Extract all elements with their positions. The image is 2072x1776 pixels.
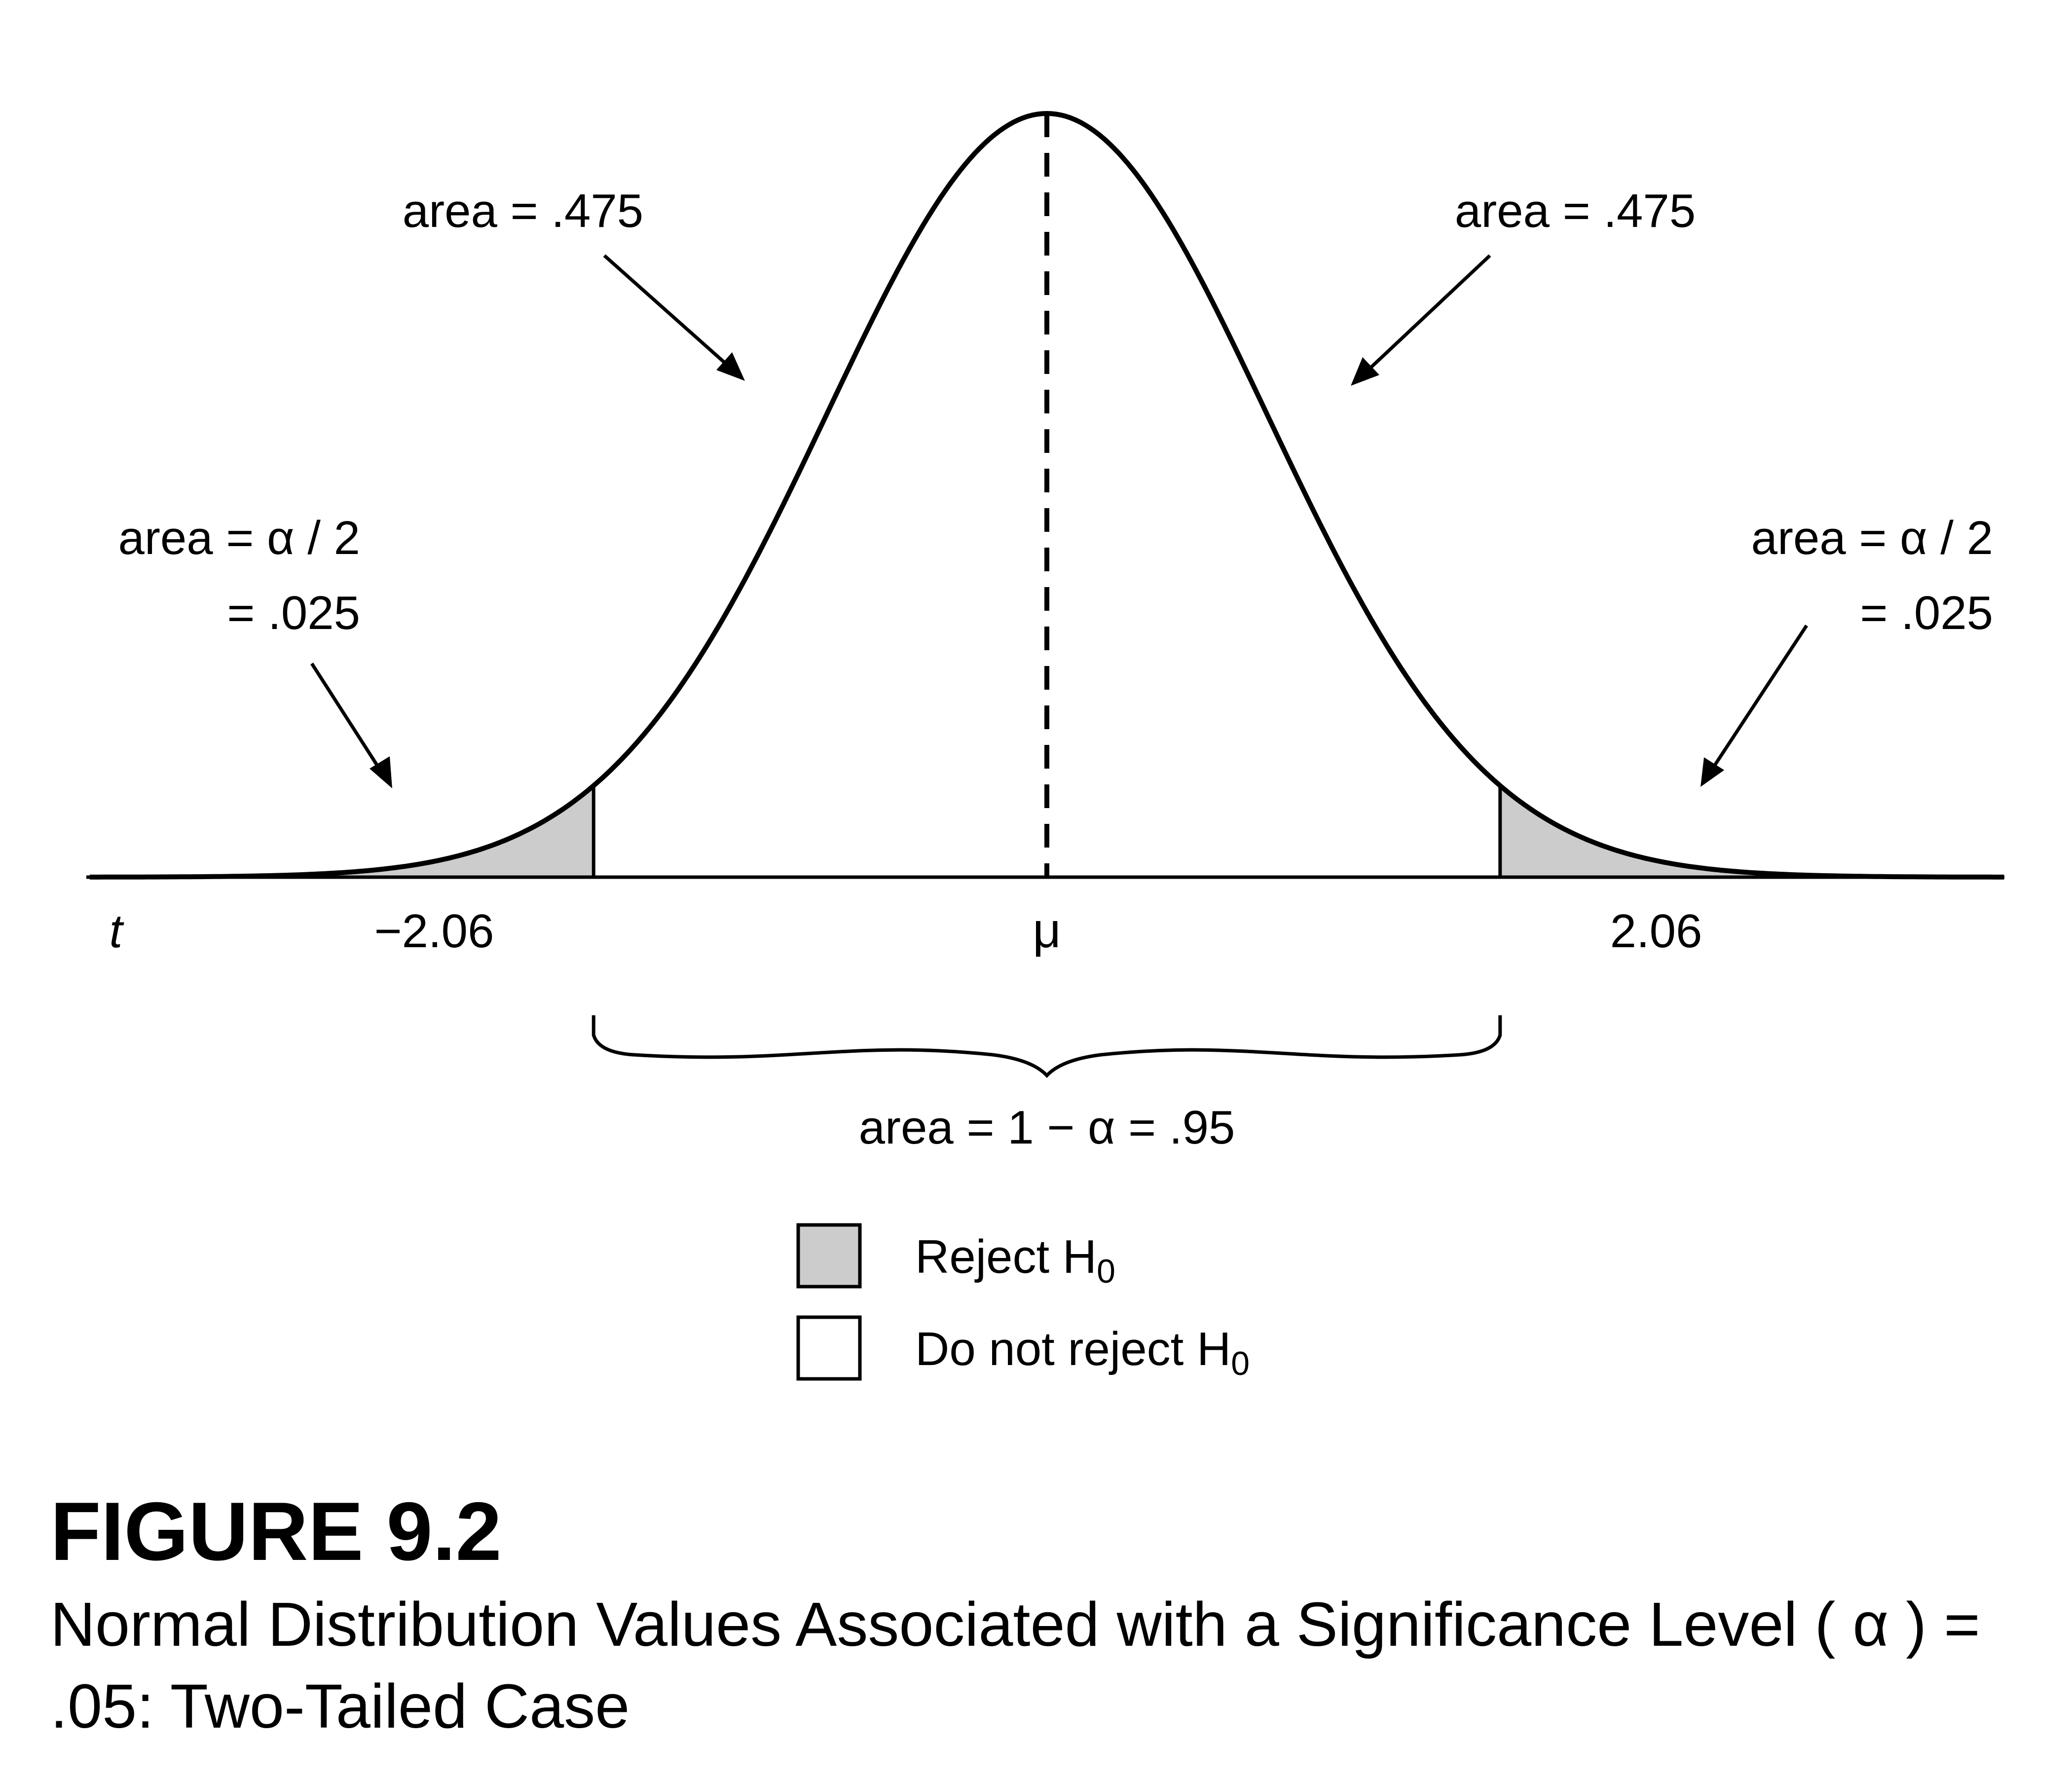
mean-label: μ [1033, 903, 1061, 958]
axis-variable-label: t [110, 905, 124, 958]
arrow-inner-left [603, 254, 745, 381]
left-critical-value-label: −2.06 [374, 905, 494, 958]
arrow-tail-left [310, 663, 392, 788]
figure-number: FIGURE 9.2 [50, 1485, 502, 1578]
left-tail-area-label: area = α / 2 [118, 512, 360, 564]
right-rejection-region [1500, 785, 2004, 877]
legend-swatch-do-not-reject [796, 1315, 862, 1381]
inner-right-area-label: area = .475 [1455, 185, 1696, 237]
legend-label-reject: Reject H0 [915, 1230, 1115, 1290]
right-critical-value-label: 2.06 [1610, 905, 1702, 958]
inner-left-area-label: area = .475 [403, 185, 643, 237]
arrow-tail-right [1701, 625, 1808, 787]
middle-area-label: area = 1 − α = .95 [859, 1101, 1235, 1154]
right-tail-area-value: = .025 [1860, 587, 1993, 639]
arrow-inner-right [1351, 254, 1491, 386]
left-rejection-region [89, 785, 594, 877]
legend-label-do-not-reject: Do not reject H0 [915, 1323, 1250, 1382]
figure-caption: Normal Distribution Values Associated wi… [50, 1590, 1980, 1741]
legend: Reject H0 Do not reject H0 [796, 1223, 1250, 1382]
left-tail-area-value: = .025 [227, 587, 360, 639]
legend-swatch-reject [796, 1223, 862, 1289]
middle-area-brace [592, 1015, 1502, 1078]
normal-distribution-diagram: t −2.06 μ 2.06 area = .475 area = .475 a… [86, 111, 2004, 1382]
right-tail-area-label: area = α / 2 [1751, 512, 1993, 564]
